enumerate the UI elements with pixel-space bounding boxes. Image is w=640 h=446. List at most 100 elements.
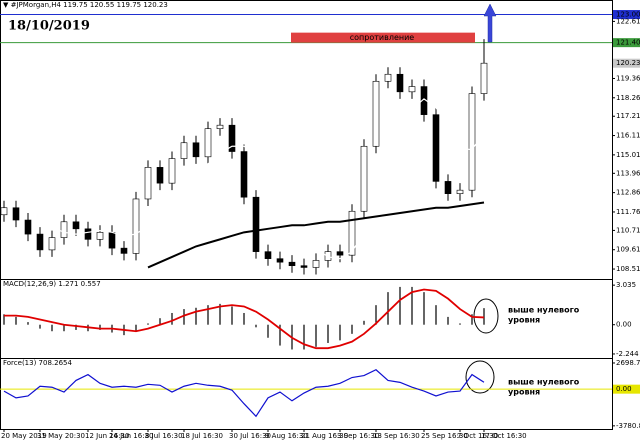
histogram-bar [231, 306, 233, 325]
x-tick-label: 21 Aug 16:30 [301, 432, 348, 440]
x-tick-label: 12 Jun 16:30 [85, 432, 129, 440]
histogram-bar [255, 324, 257, 328]
x-tick-label: 7 Oct 16:30 [457, 432, 498, 440]
histogram-bar [99, 324, 101, 330]
histogram-bar [39, 324, 41, 329]
candle-body [288, 261, 296, 267]
candle-body [0, 207, 8, 216]
histogram-bar [375, 305, 377, 325]
candle-body [384, 73, 392, 82]
candle-body [408, 86, 416, 93]
histogram-bar [27, 322, 29, 325]
histogram-bar [423, 292, 425, 325]
panel-title: ▼ #JPMorgan,H4 119.75 120.55 119.75 120.… [3, 1, 168, 9]
y-tick-label: 121.40 [616, 39, 640, 47]
signal-line [4, 288, 485, 350]
candle-body [396, 73, 404, 93]
resistance-box [291, 32, 475, 43]
candle-body [336, 251, 344, 256]
candle-body [96, 232, 104, 240]
candle-body [480, 62, 488, 94]
histogram-bar [435, 305, 437, 325]
y-tick-label: 113.96 [616, 169, 640, 177]
y-tick-label: 108.51 [616, 265, 640, 273]
histogram-bar [3, 314, 5, 325]
candle-body [456, 189, 464, 194]
x-tick-label: 17 Oct 16:30 [481, 432, 527, 440]
y-tick-label: 112.86 [616, 189, 640, 197]
highlight-circle [473, 298, 499, 334]
candle-body [84, 228, 92, 240]
histogram-bar [447, 316, 449, 325]
candle-body [108, 232, 116, 249]
y-tick-label: 111.76 [616, 208, 640, 216]
frame [0, 0, 613, 430]
histogram-bar [267, 324, 269, 338]
histogram-bar [15, 316, 17, 325]
histogram-bar [171, 312, 173, 325]
candle-body [156, 167, 164, 184]
date-label: 18/10/2019 [8, 19, 90, 34]
x-tick-label: 24 Jun 16:30 [109, 432, 153, 440]
candle-body [72, 221, 80, 230]
x-tick-label: 13 Sep 16:30 [373, 432, 420, 440]
histogram-bar [363, 320, 365, 325]
x-tick-label: 30 Jul 16:30 [229, 432, 271, 440]
panel-title: Force(13) 708.2654 [3, 359, 72, 367]
x-tick-label: 31 May 20:30 [37, 432, 85, 440]
histogram-bar [471, 314, 473, 325]
histogram-bar [315, 324, 317, 347]
histogram-bar [51, 324, 53, 332]
candle-body [444, 181, 452, 194]
annotation: выше нулевого [508, 378, 580, 387]
candle-body [180, 142, 188, 159]
y-tick-label: 0.00 [616, 385, 632, 393]
candle-body [240, 151, 248, 198]
force-line [3, 369, 485, 418]
up-arrow [483, 3, 497, 43]
x-tick-label: 18 Jul 16:30 [181, 432, 223, 440]
y-tick-label: 3.035 [616, 281, 636, 289]
candle-body [468, 93, 476, 191]
x-tick-label: 9 Aug 16:30 [265, 432, 308, 440]
x-tick-label: 20 May 2019 [1, 432, 47, 440]
candle-body [132, 198, 140, 254]
x-tick-label: 3 Sep 16:30 [337, 432, 379, 440]
panel-title: MACD(12,26,9) 1.271 0.557 [3, 280, 101, 288]
histogram-bar [183, 309, 185, 325]
x-tick-label: 25 Sep 16:30 [421, 432, 468, 440]
y-tick-label: 122.61 [616, 17, 640, 25]
histogram-bar [159, 318, 161, 325]
candle-body [360, 145, 368, 212]
histogram-bar [351, 324, 353, 334]
histogram-bar [147, 323, 149, 325]
candle-body [264, 251, 272, 259]
candle-body [252, 196, 260, 252]
y-tick-label: 123.00 [616, 11, 640, 19]
candle-body [312, 260, 320, 268]
candle-body [48, 237, 56, 251]
histogram-bar [279, 324, 281, 346]
moving-average [27, 98, 485, 260]
candle-body [228, 124, 236, 152]
y-tick-label: 118.26 [616, 94, 640, 102]
candle-body [168, 158, 176, 184]
candle-body [24, 219, 32, 235]
histogram-bar [483, 308, 485, 325]
histogram-bar [135, 324, 137, 332]
histogram-bar [411, 286, 413, 325]
histogram-bar [339, 324, 341, 341]
candle-body [324, 251, 332, 261]
y-tick-label: 2698.77 [616, 359, 640, 367]
candle-body [204, 128, 212, 158]
highlight-circle [465, 360, 495, 394]
y-tick-label: 120.23 [616, 59, 640, 67]
candle-body [60, 221, 68, 238]
candle-body [300, 265, 308, 268]
histogram-bar [327, 324, 329, 343]
histogram-bar [219, 303, 221, 325]
candle-body [192, 142, 200, 158]
